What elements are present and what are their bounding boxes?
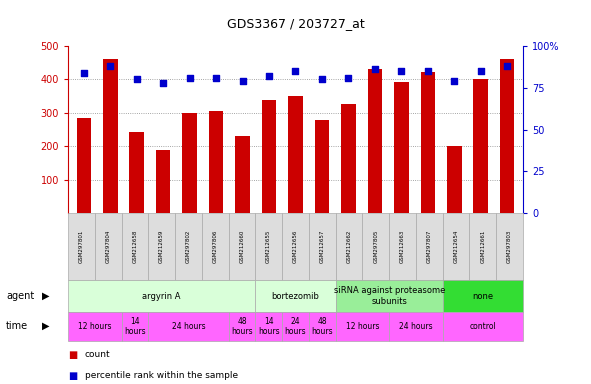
Point: [397, 68, 406, 74]
Bar: [103, 60, 118, 213]
Text: ▶: ▶: [43, 291, 50, 301]
Text: ▶: ▶: [43, 321, 50, 331]
Bar: [77, 118, 91, 213]
Point: [212, 75, 221, 81]
Text: count: count: [85, 350, 110, 359]
Bar: [341, 104, 356, 213]
Point: [423, 68, 433, 74]
Point: [79, 70, 89, 76]
Point: [502, 63, 512, 69]
Text: GSM297807: GSM297807: [427, 230, 432, 263]
Text: control: control: [469, 322, 496, 331]
Text: 12 hours: 12 hours: [346, 322, 379, 331]
Point: [132, 76, 141, 83]
Text: bortezomib: bortezomib: [271, 291, 320, 301]
Text: GSM297804: GSM297804: [106, 230, 111, 263]
Text: 48
hours: 48 hours: [231, 316, 253, 336]
Bar: [394, 82, 408, 213]
Bar: [129, 132, 144, 213]
Text: GSM212661: GSM212661: [480, 230, 485, 263]
Text: GSM212656: GSM212656: [293, 230, 298, 263]
Text: GDS3367 / 203727_at: GDS3367 / 203727_at: [226, 17, 365, 30]
Text: GSM297805: GSM297805: [374, 230, 378, 263]
Text: ■: ■: [68, 350, 77, 360]
Point: [291, 68, 300, 74]
Text: GSM297806: GSM297806: [213, 230, 217, 263]
Text: 14
hours: 14 hours: [124, 316, 146, 336]
Point: [450, 78, 459, 84]
Point: [185, 75, 194, 81]
Bar: [288, 96, 303, 213]
Text: 14
hours: 14 hours: [258, 316, 280, 336]
Text: 12 hours: 12 hours: [78, 322, 112, 331]
Text: GSM212660: GSM212660: [239, 230, 245, 263]
Text: GSM212657: GSM212657: [320, 230, 325, 263]
Bar: [421, 72, 435, 213]
Point: [317, 76, 327, 83]
Text: GSM212663: GSM212663: [400, 230, 405, 263]
Bar: [314, 120, 329, 213]
Point: [158, 80, 168, 86]
Text: GSM212655: GSM212655: [266, 230, 271, 263]
Text: GSM297803: GSM297803: [507, 230, 512, 263]
Point: [476, 68, 485, 74]
Text: agent: agent: [6, 291, 34, 301]
Text: time: time: [6, 321, 28, 331]
Bar: [183, 113, 197, 213]
Text: none: none: [472, 291, 493, 301]
Bar: [500, 60, 514, 213]
Point: [106, 63, 115, 69]
Text: GSM297802: GSM297802: [186, 230, 191, 263]
Point: [264, 73, 274, 79]
Bar: [156, 150, 170, 213]
Text: siRNA against proteasome
subunits: siRNA against proteasome subunits: [333, 286, 445, 306]
Bar: [235, 136, 250, 213]
Text: 24 hours: 24 hours: [399, 322, 433, 331]
Bar: [368, 69, 382, 213]
Point: [370, 66, 379, 73]
Point: [238, 78, 247, 84]
Bar: [209, 111, 223, 213]
Text: argyrin A: argyrin A: [142, 291, 181, 301]
Text: 24 hours: 24 hours: [171, 322, 205, 331]
Bar: [262, 100, 277, 213]
Text: GSM297801: GSM297801: [79, 230, 84, 263]
Bar: [447, 146, 462, 213]
Text: percentile rank within the sample: percentile rank within the sample: [85, 371, 238, 380]
Text: GSM212659: GSM212659: [159, 230, 164, 263]
Text: GSM212662: GSM212662: [346, 230, 352, 263]
Bar: [473, 79, 488, 213]
Point: [344, 75, 353, 81]
Text: GSM212658: GSM212658: [132, 230, 137, 263]
Text: ■: ■: [68, 371, 77, 381]
Text: 48
hours: 48 hours: [311, 316, 333, 336]
Text: GSM212654: GSM212654: [454, 230, 459, 263]
Text: 24
hours: 24 hours: [285, 316, 306, 336]
